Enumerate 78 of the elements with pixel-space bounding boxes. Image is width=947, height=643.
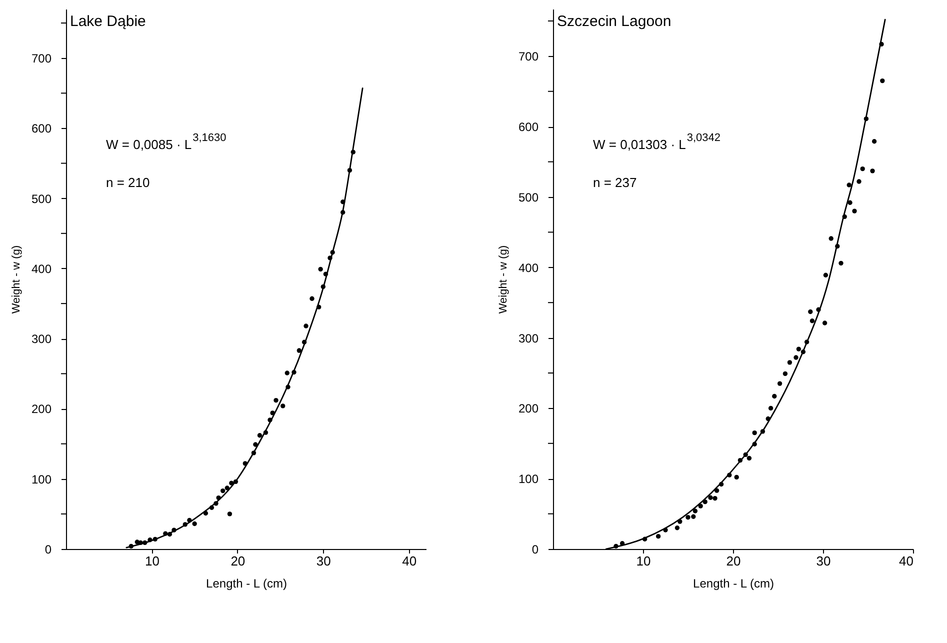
point xyxy=(274,398,278,403)
point xyxy=(216,495,221,500)
point xyxy=(330,250,335,255)
x-tick-label: 20 xyxy=(230,554,246,568)
point xyxy=(152,536,158,542)
x-tick-label: 40 xyxy=(402,554,417,568)
point xyxy=(340,200,346,204)
point xyxy=(220,488,226,494)
point xyxy=(302,340,307,344)
point xyxy=(138,540,143,546)
y-tick-label: 0 xyxy=(44,542,52,556)
y-tick-label: 400 xyxy=(31,262,52,276)
point xyxy=(318,266,323,272)
point xyxy=(187,518,192,523)
point xyxy=(182,522,188,527)
point xyxy=(280,404,286,408)
point xyxy=(167,532,172,537)
point xyxy=(203,510,208,516)
y-tick-label: 600 xyxy=(518,120,539,134)
point xyxy=(263,430,268,435)
point xyxy=(320,284,326,290)
point xyxy=(350,150,356,154)
x-axis-title: Length - L (cm) xyxy=(693,576,774,590)
point xyxy=(340,210,346,215)
y-tick-label: 300 xyxy=(518,331,539,346)
y-tick-label: 600 xyxy=(31,122,52,136)
x-tick-label: 10 xyxy=(144,554,160,568)
y-tick-label: 400 xyxy=(518,260,539,275)
annotation: n = 210 xyxy=(106,175,150,190)
chart-title: Szczecin Lagoon xyxy=(556,13,672,30)
point xyxy=(347,168,352,173)
y-tick-label: 500 xyxy=(518,190,539,204)
point xyxy=(163,531,168,536)
point xyxy=(242,461,248,466)
point xyxy=(270,410,275,416)
point xyxy=(253,442,258,447)
point xyxy=(304,324,308,328)
point xyxy=(209,505,214,510)
point xyxy=(257,433,262,438)
x-tick-label: 10 xyxy=(636,554,651,568)
point xyxy=(142,540,148,546)
x-tick-label: 30 xyxy=(316,554,331,568)
x-axis-title: Length - L (cm) xyxy=(206,576,287,590)
y-tick-label: 500 xyxy=(31,192,52,206)
y-tick-label: 300 xyxy=(31,332,52,346)
annotation: n = 237 xyxy=(593,175,637,190)
point xyxy=(268,418,272,422)
y-axis-title: Weight - w (g) xyxy=(497,245,510,314)
x-tick-label: 30 xyxy=(816,554,831,568)
point xyxy=(251,450,256,456)
x-tick-label: 40 xyxy=(899,554,914,568)
y-tick-label: 700 xyxy=(31,52,52,66)
point xyxy=(192,521,197,526)
point xyxy=(316,304,322,310)
y-tick-label: 200 xyxy=(31,402,52,416)
y-axis-title: Weight - w (g) xyxy=(10,245,22,314)
y-tick-label: 700 xyxy=(518,50,539,64)
point xyxy=(233,479,238,484)
point xyxy=(323,272,328,276)
point xyxy=(310,296,314,301)
point xyxy=(229,480,234,486)
y-tick-label: 0 xyxy=(532,542,539,556)
point xyxy=(148,538,152,542)
point xyxy=(214,501,218,506)
point xyxy=(286,384,290,390)
x-tick-label: 20 xyxy=(726,554,741,568)
y-tick-label: 100 xyxy=(518,472,539,486)
y-tick-label: 100 xyxy=(31,472,52,486)
point xyxy=(292,370,296,375)
point xyxy=(224,486,230,490)
point xyxy=(227,512,232,516)
point xyxy=(128,544,134,549)
point xyxy=(328,256,332,260)
point xyxy=(172,528,176,532)
chart-title: Lake Dąbie xyxy=(70,13,146,30)
point xyxy=(296,348,302,353)
point xyxy=(284,370,290,376)
y-tick-label: 200 xyxy=(518,402,539,416)
